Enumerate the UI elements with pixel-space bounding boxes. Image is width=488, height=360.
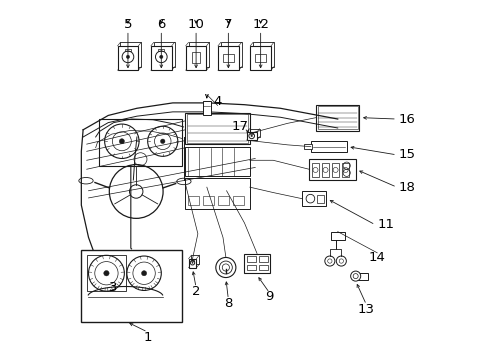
Bar [246, 132, 256, 140]
Bar [86, 255, 126, 291]
Bar [185, 113, 249, 144]
Bar [308, 159, 355, 180]
Text: 1: 1 [143, 330, 152, 343]
Bar [202, 101, 211, 115]
Text: 18: 18 [398, 181, 415, 194]
Bar [244, 254, 269, 273]
Bar [203, 196, 213, 205]
Bar [191, 260, 193, 261]
Text: 4: 4 [213, 95, 222, 108]
Text: 16: 16 [398, 113, 415, 126]
Bar [221, 42, 241, 67]
Bar [353, 273, 367, 280]
Bar [99, 119, 182, 166]
Circle shape [160, 139, 164, 144]
Bar [151, 46, 171, 70]
Bar [185, 178, 249, 209]
Circle shape [103, 271, 109, 276]
Text: 3: 3 [109, 281, 118, 294]
Bar [321, 163, 328, 177]
Text: 14: 14 [368, 251, 385, 264]
Bar [233, 196, 244, 205]
Bar [246, 256, 255, 262]
Bar [218, 196, 228, 205]
Bar [331, 163, 339, 177]
Circle shape [141, 271, 146, 276]
Bar [187, 196, 198, 205]
Text: 17: 17 [231, 121, 247, 134]
Bar [301, 192, 325, 206]
Circle shape [119, 139, 124, 144]
Bar [158, 49, 164, 51]
Bar [311, 163, 319, 177]
Bar [304, 144, 311, 149]
Bar [124, 49, 131, 51]
Bar [81, 250, 182, 321]
Bar [191, 255, 199, 264]
Bar [317, 106, 357, 129]
Bar [253, 42, 273, 67]
Text: 15: 15 [398, 148, 415, 161]
Circle shape [250, 135, 252, 137]
Bar [316, 105, 359, 131]
Bar [188, 42, 209, 67]
Bar [249, 129, 259, 136]
Circle shape [191, 262, 193, 264]
Bar [192, 53, 200, 63]
Text: 9: 9 [265, 290, 273, 303]
Bar [258, 265, 267, 270]
Text: 10: 10 [187, 18, 204, 31]
Text: 12: 12 [252, 18, 268, 31]
Text: 13: 13 [357, 303, 374, 316]
Bar [316, 195, 323, 203]
Text: 7: 7 [224, 18, 232, 31]
Circle shape [126, 55, 129, 59]
Bar [185, 147, 249, 176]
Bar [187, 114, 247, 143]
Bar [250, 133, 253, 134]
Bar [250, 46, 270, 70]
Text: 11: 11 [376, 218, 393, 231]
Bar [330, 231, 344, 240]
Bar [246, 265, 255, 270]
Bar [218, 46, 238, 70]
Bar [153, 42, 174, 67]
Circle shape [159, 55, 163, 59]
Bar [258, 256, 267, 262]
Bar [120, 42, 141, 67]
Bar [223, 54, 233, 63]
Text: 2: 2 [191, 285, 200, 298]
Text: 6: 6 [157, 18, 165, 31]
Bar [188, 259, 196, 268]
Text: 8: 8 [224, 297, 232, 310]
Bar [117, 46, 138, 70]
Circle shape [350, 271, 360, 281]
Text: 5: 5 [123, 18, 132, 31]
Bar [341, 163, 348, 177]
Bar [310, 141, 346, 152]
Bar [185, 46, 206, 70]
Circle shape [215, 257, 235, 278]
Bar [255, 54, 265, 63]
